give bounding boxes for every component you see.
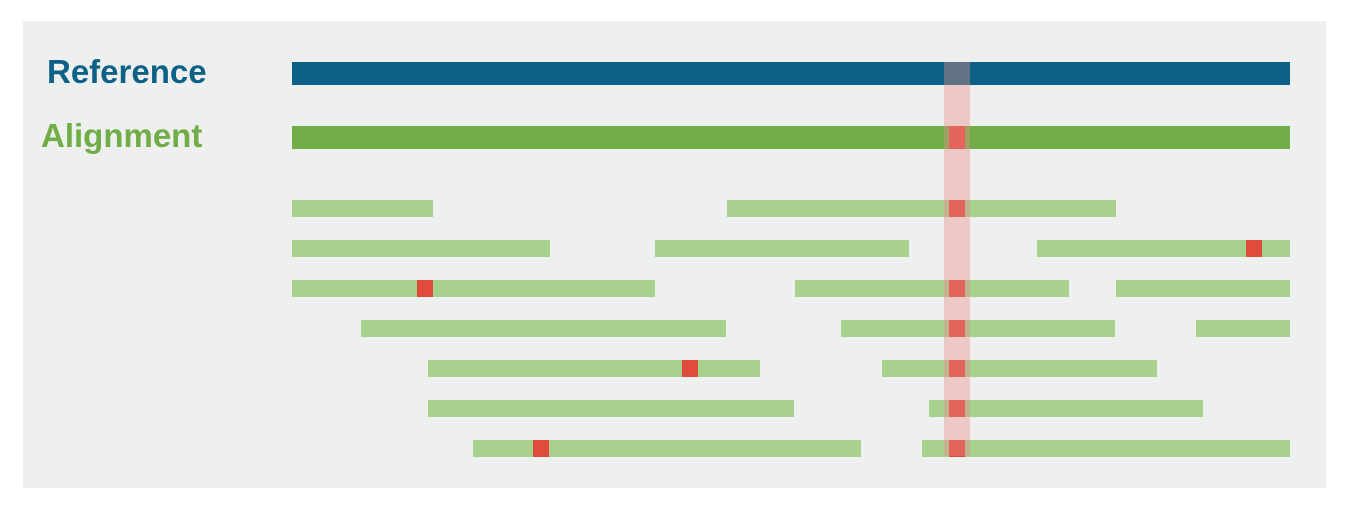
read-mismatch (949, 320, 965, 337)
read-mismatch (417, 280, 433, 297)
read-mismatch (1246, 240, 1262, 257)
reference-bar (292, 62, 1290, 85)
read-mismatch (949, 400, 965, 417)
alignment-label: Alignment (41, 117, 203, 154)
read-segment (929, 400, 1203, 417)
read-mismatch (949, 440, 965, 457)
alignment-bar (292, 126, 1290, 149)
read-segment (655, 240, 909, 257)
reference-label: Reference (47, 53, 207, 90)
read-mismatch (533, 440, 549, 457)
read-segment (882, 360, 1157, 377)
read-segment (841, 320, 1115, 337)
read-segment (361, 320, 726, 337)
read-segment (922, 440, 1290, 457)
variant-highlight (944, 62, 970, 456)
read-segment (1037, 240, 1290, 257)
alignment-mismatch (949, 126, 965, 149)
read-segment (428, 360, 760, 377)
read-segment (292, 240, 550, 257)
read-mismatch (949, 200, 965, 217)
read-segment (795, 280, 1069, 297)
read-segment (727, 200, 1116, 217)
read-segment (1196, 320, 1290, 337)
read-mismatch (682, 360, 698, 377)
read-segment (428, 400, 794, 417)
read-mismatch (949, 360, 965, 377)
read-mismatch (949, 280, 965, 297)
read-segment (292, 200, 433, 217)
read-segment (1116, 280, 1290, 297)
read-segment (292, 280, 655, 297)
read-segment (473, 440, 861, 457)
